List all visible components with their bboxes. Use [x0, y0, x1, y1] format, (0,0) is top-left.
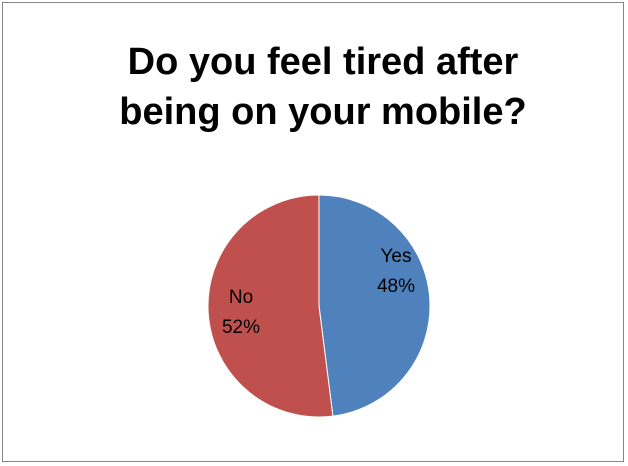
data-label-no-percent: 52% [222, 317, 260, 338]
data-label-yes-percent: 48% [377, 276, 415, 297]
pie-slices [207, 194, 431, 418]
data-label-no-category: No [229, 287, 253, 308]
chart-title: Do you feel tired after being on your mo… [119, 41, 527, 133]
pie-labels: Yes 48% No 52% [222, 246, 415, 338]
pie-slice-no [207, 194, 334, 418]
data-label-yes-category: Yes [381, 246, 412, 267]
pie-slice-yes [318, 194, 431, 417]
